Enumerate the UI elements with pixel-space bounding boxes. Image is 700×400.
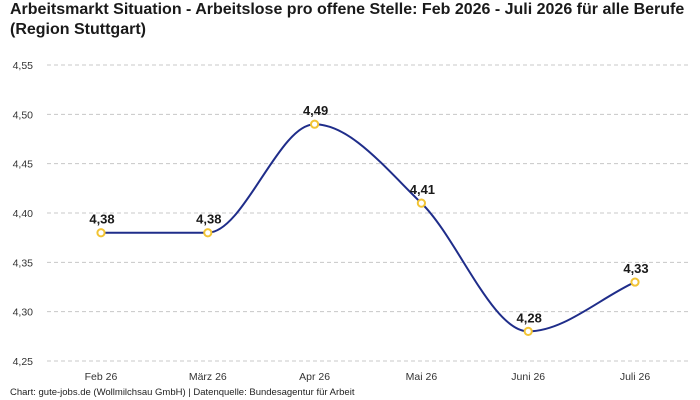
data-point bbox=[416, 198, 426, 208]
x-tick-label: Mai 26 bbox=[406, 371, 438, 383]
data-point bbox=[630, 277, 640, 287]
y-tick-label: 4,40 bbox=[13, 208, 34, 220]
x-tick-label: Feb 26 bbox=[85, 371, 118, 383]
y-tick-label: 4,55 bbox=[13, 60, 34, 72]
chart-title: Arbeitsmarkt Situation - Arbeitslose pro… bbox=[10, 1, 685, 38]
series-line bbox=[101, 123, 636, 333]
data-point bbox=[96, 228, 106, 238]
y-tick-label: 4,30 bbox=[13, 307, 34, 319]
x-tick-label: Apr 26 bbox=[299, 371, 330, 383]
data-label: 4,49 bbox=[303, 103, 328, 118]
x-tick-label: Juni 26 bbox=[511, 371, 545, 383]
data-label: 4,28 bbox=[517, 310, 542, 325]
data-point bbox=[203, 228, 213, 238]
data-label: 4,38 bbox=[89, 212, 114, 227]
data-point bbox=[310, 119, 320, 129]
y-tick-label: 4,50 bbox=[13, 109, 34, 121]
y-axis-ticks: 4,25 4,30 4,35 4,40 4,45 4,50 4,55 bbox=[13, 60, 34, 368]
y-tick-label: 4,35 bbox=[13, 257, 34, 269]
data-label: 4,38 bbox=[196, 212, 221, 227]
chart-source: Chart: gute-jobs.de (Wollmilchsau GmbH) … bbox=[10, 387, 355, 398]
x-tick-label: Juli 26 bbox=[620, 371, 651, 383]
data-points bbox=[96, 119, 640, 336]
y-tick-label: 4,45 bbox=[13, 159, 34, 171]
grid-lines bbox=[47, 64, 690, 362]
y-tick-label: 4,25 bbox=[13, 356, 34, 368]
data-point bbox=[523, 326, 533, 336]
x-axis-ticks: Feb 26 März 26 Apr 26 Mai 26 Juni 26 Juli 26 bbox=[85, 371, 651, 383]
data-labels: 4,38 4,38 4,49 4,41 4,28 4,33 bbox=[89, 103, 648, 325]
data-label: 4,33 bbox=[623, 261, 648, 276]
x-tick-label: März 26 bbox=[189, 371, 227, 383]
data-label: 4,41 bbox=[410, 182, 435, 197]
